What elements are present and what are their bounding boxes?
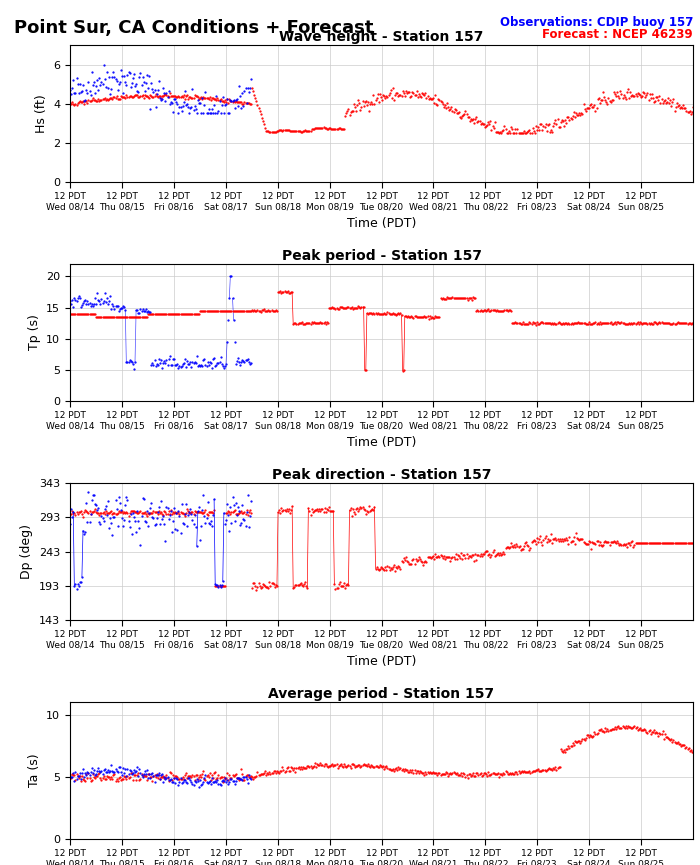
- Title: Peak period - Station 157: Peak period - Station 157: [281, 249, 482, 263]
- Text: Observations: CDIP buoy 157: Observations: CDIP buoy 157: [500, 16, 693, 29]
- X-axis label: Time (PDT): Time (PDT): [346, 656, 416, 669]
- Y-axis label: Tp (s): Tp (s): [27, 315, 41, 350]
- X-axis label: Time (PDT): Time (PDT): [346, 217, 416, 230]
- Y-axis label: Hs (ft): Hs (ft): [34, 94, 48, 133]
- Title: Peak direction - Station 157: Peak direction - Station 157: [272, 468, 491, 482]
- Y-axis label: Dp (deg): Dp (deg): [20, 524, 34, 579]
- Text: Forecast : NCEP 46239: Forecast : NCEP 46239: [542, 28, 693, 41]
- X-axis label: Time (PDT): Time (PDT): [346, 436, 416, 449]
- Text: Point Sur, CA Conditions + Forecast: Point Sur, CA Conditions + Forecast: [14, 19, 373, 37]
- Title: Wave height - Station 157: Wave height - Station 157: [279, 29, 484, 44]
- Title: Average period - Station 157: Average period - Station 157: [268, 687, 495, 701]
- Y-axis label: Ta (s): Ta (s): [28, 753, 41, 787]
